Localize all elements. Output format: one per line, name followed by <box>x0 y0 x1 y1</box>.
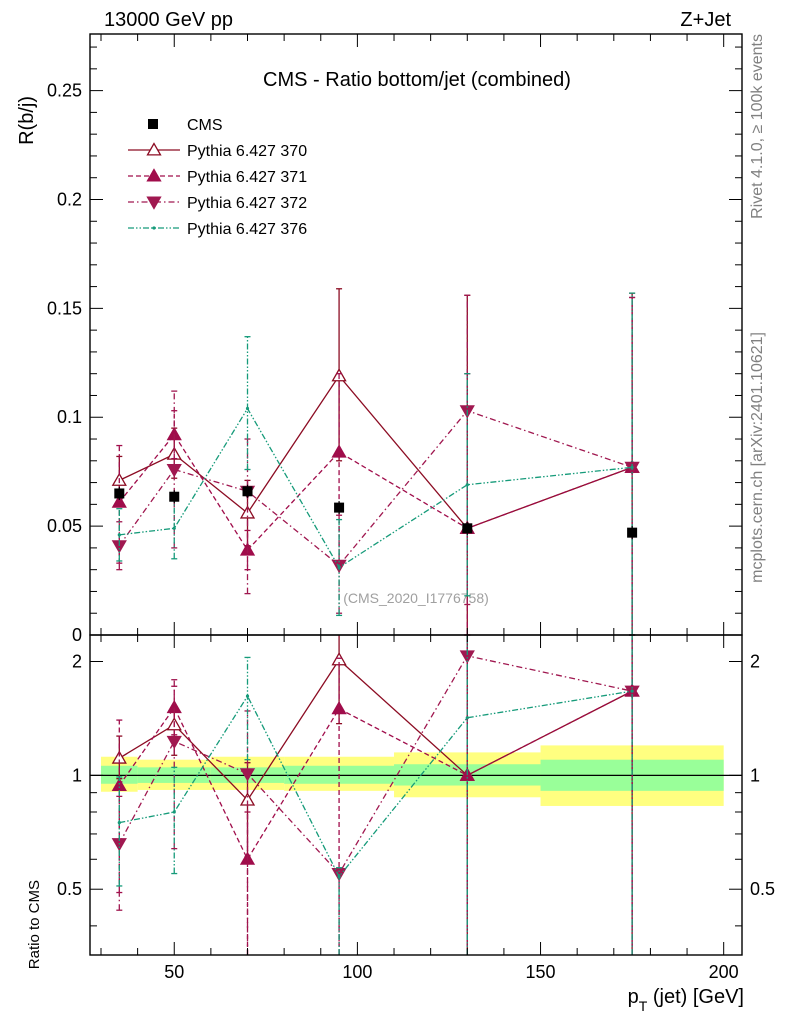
legend-label: Pythia 6.427 376 <box>187 221 307 238</box>
x-tick-label: 50 <box>164 962 184 982</box>
chart-title: CMS - Ratio bottom/jet (combined) <box>263 69 571 91</box>
data-point <box>334 502 345 513</box>
ratio-point <box>331 700 347 715</box>
ratio-point <box>465 716 469 720</box>
legend-marker <box>146 196 162 210</box>
process-label: Z+Jet <box>680 9 731 31</box>
data-point <box>114 488 125 499</box>
series-point <box>331 444 347 458</box>
data-point <box>627 527 638 538</box>
legend-marker <box>146 168 162 182</box>
series-point <box>630 465 634 469</box>
ratio-frame <box>89 634 743 956</box>
y-tick-label: 0.1 <box>57 407 82 427</box>
series-point <box>245 406 250 411</box>
legend-marker <box>146 142 162 156</box>
legend: CMS Pythia 6.427 370 Pythia 6.427 371 Pyth… <box>128 117 307 238</box>
ratio-tick-label-right: 2 <box>750 651 760 671</box>
y-tick-label: 0.25 <box>47 81 82 101</box>
series-line <box>118 433 633 552</box>
ratio-point <box>630 689 634 693</box>
ratio-point <box>117 821 121 825</box>
series-point <box>465 483 469 487</box>
legend-marker-cms <box>148 119 158 129</box>
series-point <box>337 565 341 570</box>
legend-label-cms: CMS <box>187 117 223 134</box>
ratio-tick-label-left: 1 <box>72 765 82 785</box>
series-point <box>111 494 127 508</box>
ratio-point <box>337 874 341 879</box>
legend-label: Pythia 6.427 370 <box>187 143 307 160</box>
series-point <box>117 533 121 537</box>
y-tick-label: 0 <box>72 625 82 645</box>
rivet-label: Rivet 4.1.0, ≥ 100k events <box>749 34 766 219</box>
data-point <box>169 491 180 502</box>
ratio-tick-label-right: 0.5 <box>750 879 775 899</box>
x-axis-label: pT (jet) [GeV] <box>628 986 744 1014</box>
series-line <box>119 407 633 569</box>
ratio-tick-label-right: 1 <box>750 765 760 785</box>
ratio-series-line <box>119 690 633 878</box>
series-line <box>119 374 633 530</box>
data-point <box>242 486 253 497</box>
legend-label: Pythia 6.427 371 <box>187 169 307 186</box>
ratio-point <box>172 810 176 814</box>
ratio-series-line <box>118 658 633 802</box>
data-point <box>462 523 473 534</box>
ratio-axis-label: Ratio to CMS <box>26 880 43 969</box>
ratio-point <box>239 768 256 782</box>
x-tick-label: 200 <box>709 962 739 982</box>
ratio-plot <box>90 635 742 955</box>
legend-marker <box>152 226 156 230</box>
legend-label: Pythia 6.427 372 <box>187 195 307 212</box>
mcplots-label: mcplots.cern.ch [arXiv:2401.10621] <box>749 332 766 583</box>
series-line <box>118 409 633 567</box>
x-axis-label-p: p <box>628 986 639 1008</box>
x-tick-label: 100 <box>342 962 372 982</box>
ratio-tick-label-left: 2 <box>72 651 82 671</box>
y-tick-label: 0.15 <box>47 298 82 318</box>
y-tick-label: 0.05 <box>47 516 82 536</box>
series-point <box>166 463 182 478</box>
ratio-point <box>166 735 182 750</box>
series-point <box>172 526 176 530</box>
y-tick-label: 0.2 <box>57 189 82 209</box>
watermark: (CMS_2020_I1776758) <box>343 590 489 606</box>
y-axis-label: R(b/j) <box>16 96 38 145</box>
ratio-tick-label-left: 0.5 <box>57 879 82 899</box>
ratio-series-line <box>118 655 633 875</box>
x-axis-label-sub: T <box>639 998 648 1014</box>
ratio-point <box>245 694 250 698</box>
energy-label: 13000 GeV pp <box>104 9 233 31</box>
x-tick-label: 150 <box>526 962 556 982</box>
x-axis-label-rest: (jet) [GeV] <box>647 986 744 1008</box>
main-plot <box>111 288 640 636</box>
axes: 50 100 150 200 0 0.05 0.1 0.15 0.2 0.25 0.5 0.5 1 1 2 2 <box>47 33 775 982</box>
